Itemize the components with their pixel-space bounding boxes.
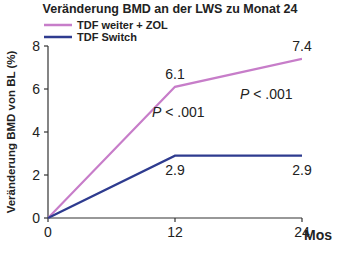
title: Veränderung BMD an der LWS zu Monat 24 [43, 2, 298, 16]
y-tick-label: 4 [32, 124, 40, 140]
x-tick-label: 0 [44, 224, 52, 240]
y-tick-label: 0 [32, 210, 40, 226]
y-tick-label: 6 [32, 81, 40, 97]
legend-swatch [44, 24, 72, 27]
data-label: 2.9 [165, 162, 185, 178]
y-tick-label: 2 [32, 167, 40, 183]
y-tick [44, 174, 48, 175]
legend: TDF weiter + ZOLTDF Switch [44, 19, 168, 43]
data-label: 7.4 [292, 38, 312, 54]
legend-label: TDF Switch [77, 31, 137, 43]
x-axis-label: Mos [304, 227, 332, 243]
chart: Veränderung BMD an der LWS zu Monat 24 0 2… [0, 0, 340, 258]
series-line [48, 156, 302, 218]
y-tick [44, 45, 48, 46]
data-label: 2.9 [292, 162, 312, 178]
plot-area [48, 59, 302, 218]
legend-swatch [44, 36, 72, 39]
data-label: 6.1 [165, 66, 185, 82]
series-line [48, 59, 302, 218]
x-tick-label: 12 [167, 224, 183, 240]
legend-label: TDF weiter + ZOL [77, 19, 168, 31]
y-tick [44, 88, 48, 89]
annotation: P < .001 [240, 86, 293, 102]
y-axis-label: Veränderung BMD von BL (%) [5, 50, 17, 213]
annotation: P < .001 [152, 104, 205, 120]
y-tick [44, 131, 48, 132]
x-tick [174, 218, 175, 222]
y-tick-label: 8 [32, 38, 40, 54]
x-tick [301, 218, 302, 222]
